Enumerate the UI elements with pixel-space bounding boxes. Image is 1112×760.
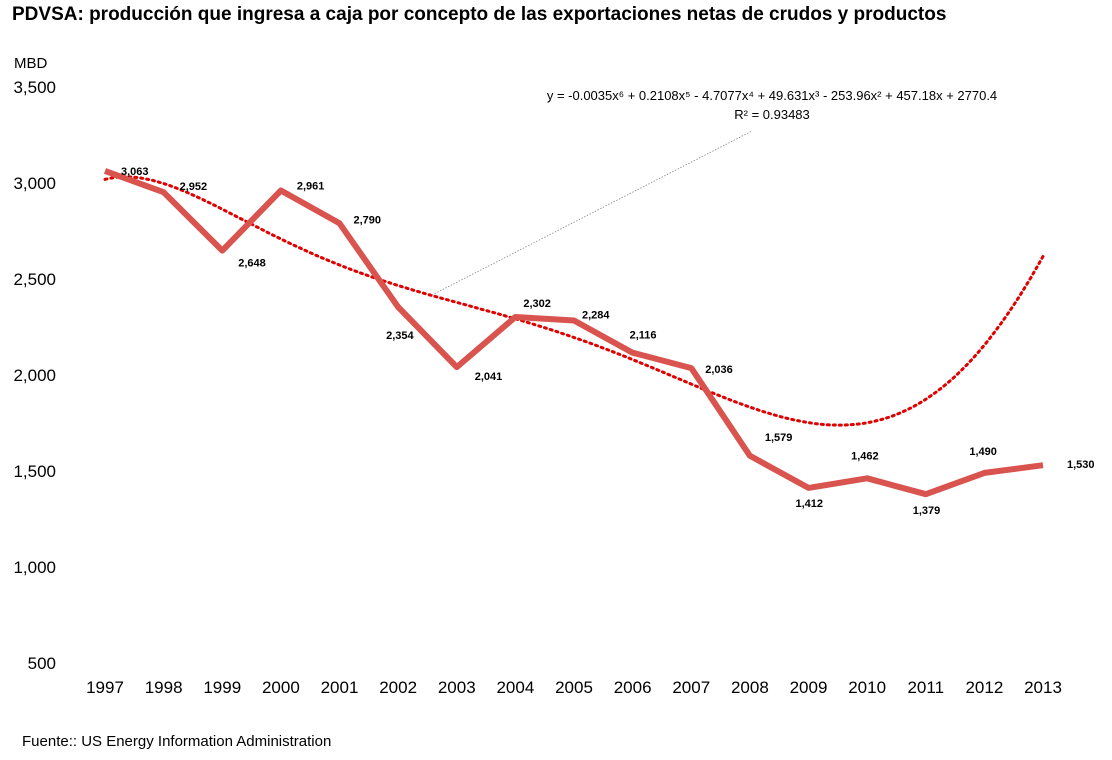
x-tick-label: 2002	[379, 678, 417, 697]
y-axis: MBD 500 1,000 1,500 2,000 2,500 3,000 3,500	[13, 55, 56, 673]
x-tick-label: 2004	[496, 678, 534, 697]
data-label: 2,952	[180, 181, 208, 193]
x-tick-label: 2005	[555, 678, 593, 697]
x-tick-label: 1999	[203, 678, 241, 697]
x-tick-label: 2013	[1024, 678, 1062, 697]
data-label: 2,790	[354, 214, 382, 226]
y-tick-label: 1,500	[13, 462, 56, 481]
x-tick-label: 2000	[262, 678, 300, 697]
x-tick-label: 2010	[848, 678, 886, 697]
data-label: 2,302	[523, 298, 551, 310]
y-tick-label: 1,000	[13, 558, 56, 577]
y-axis-label: MBD	[14, 55, 48, 72]
data-label: 1,462	[851, 450, 879, 462]
trendline-layer	[103, 175, 1045, 427]
data-label: 2,354	[386, 330, 414, 342]
x-tick-label: 1998	[145, 678, 183, 697]
data-label: 1,379	[913, 505, 941, 517]
y-tick-label: 3,000	[13, 174, 56, 193]
data-label: 1,490	[969, 446, 997, 458]
trendline-equation: y = -0.0035x⁶ + 0.2108x⁵ - 4.7077x⁴ + 49…	[547, 88, 997, 103]
x-tick-label: 2011	[907, 678, 944, 697]
x-tick-label: 2009	[790, 678, 828, 697]
x-tick-label: 2007	[672, 678, 710, 697]
equation-leader	[431, 130, 753, 296]
x-tick-label: 2001	[321, 678, 359, 697]
x-axis: 1997 1998 1999 2000 2001 2002 2003 2004 2005 2006…	[86, 678, 1062, 697]
equation-layer: y = -0.0035x⁶ + 0.2108x⁵ - 4.7077x⁴ + 49…	[431, 88, 997, 296]
series-layer	[103, 168, 1044, 498]
y-tick-label: 2,000	[13, 366, 56, 385]
trendline	[103, 175, 1045, 427]
data-label: 2,041	[475, 371, 503, 383]
data-label: 2,961	[297, 180, 325, 192]
y-tick-label: 3,500	[13, 78, 56, 97]
data-label: 1,530	[1067, 459, 1095, 471]
data-label: 3,063	[121, 166, 149, 178]
data-label: 1,579	[765, 432, 793, 444]
source-note: Fuente:: US Energy Information Administr…	[22, 733, 332, 750]
x-tick-label: 2003	[438, 678, 476, 697]
trendline-r-squared: R² = 0.93483	[734, 107, 810, 122]
x-tick-label: 1997	[86, 678, 124, 697]
x-tick-label: 2006	[614, 678, 652, 697]
data-label: 1,412	[796, 498, 824, 510]
data-label: 2,116	[630, 330, 657, 342]
y-tick-label: 2,500	[13, 270, 56, 289]
data-labels-layer: 3,063 2,952 2,648 2,961 2,790 2,354 2,041 2,302…	[121, 166, 1095, 517]
series-line	[103, 168, 1044, 498]
x-tick-label: 2012	[965, 678, 1003, 697]
data-label: 2,036	[705, 364, 733, 376]
y-tick-label: 500	[28, 654, 56, 673]
data-label: 2,648	[238, 258, 266, 270]
chart-title: PDVSA: producción que ingresa a caja por…	[12, 4, 947, 25]
data-label: 2,284	[582, 309, 610, 321]
x-tick-label: 2008	[731, 678, 769, 697]
